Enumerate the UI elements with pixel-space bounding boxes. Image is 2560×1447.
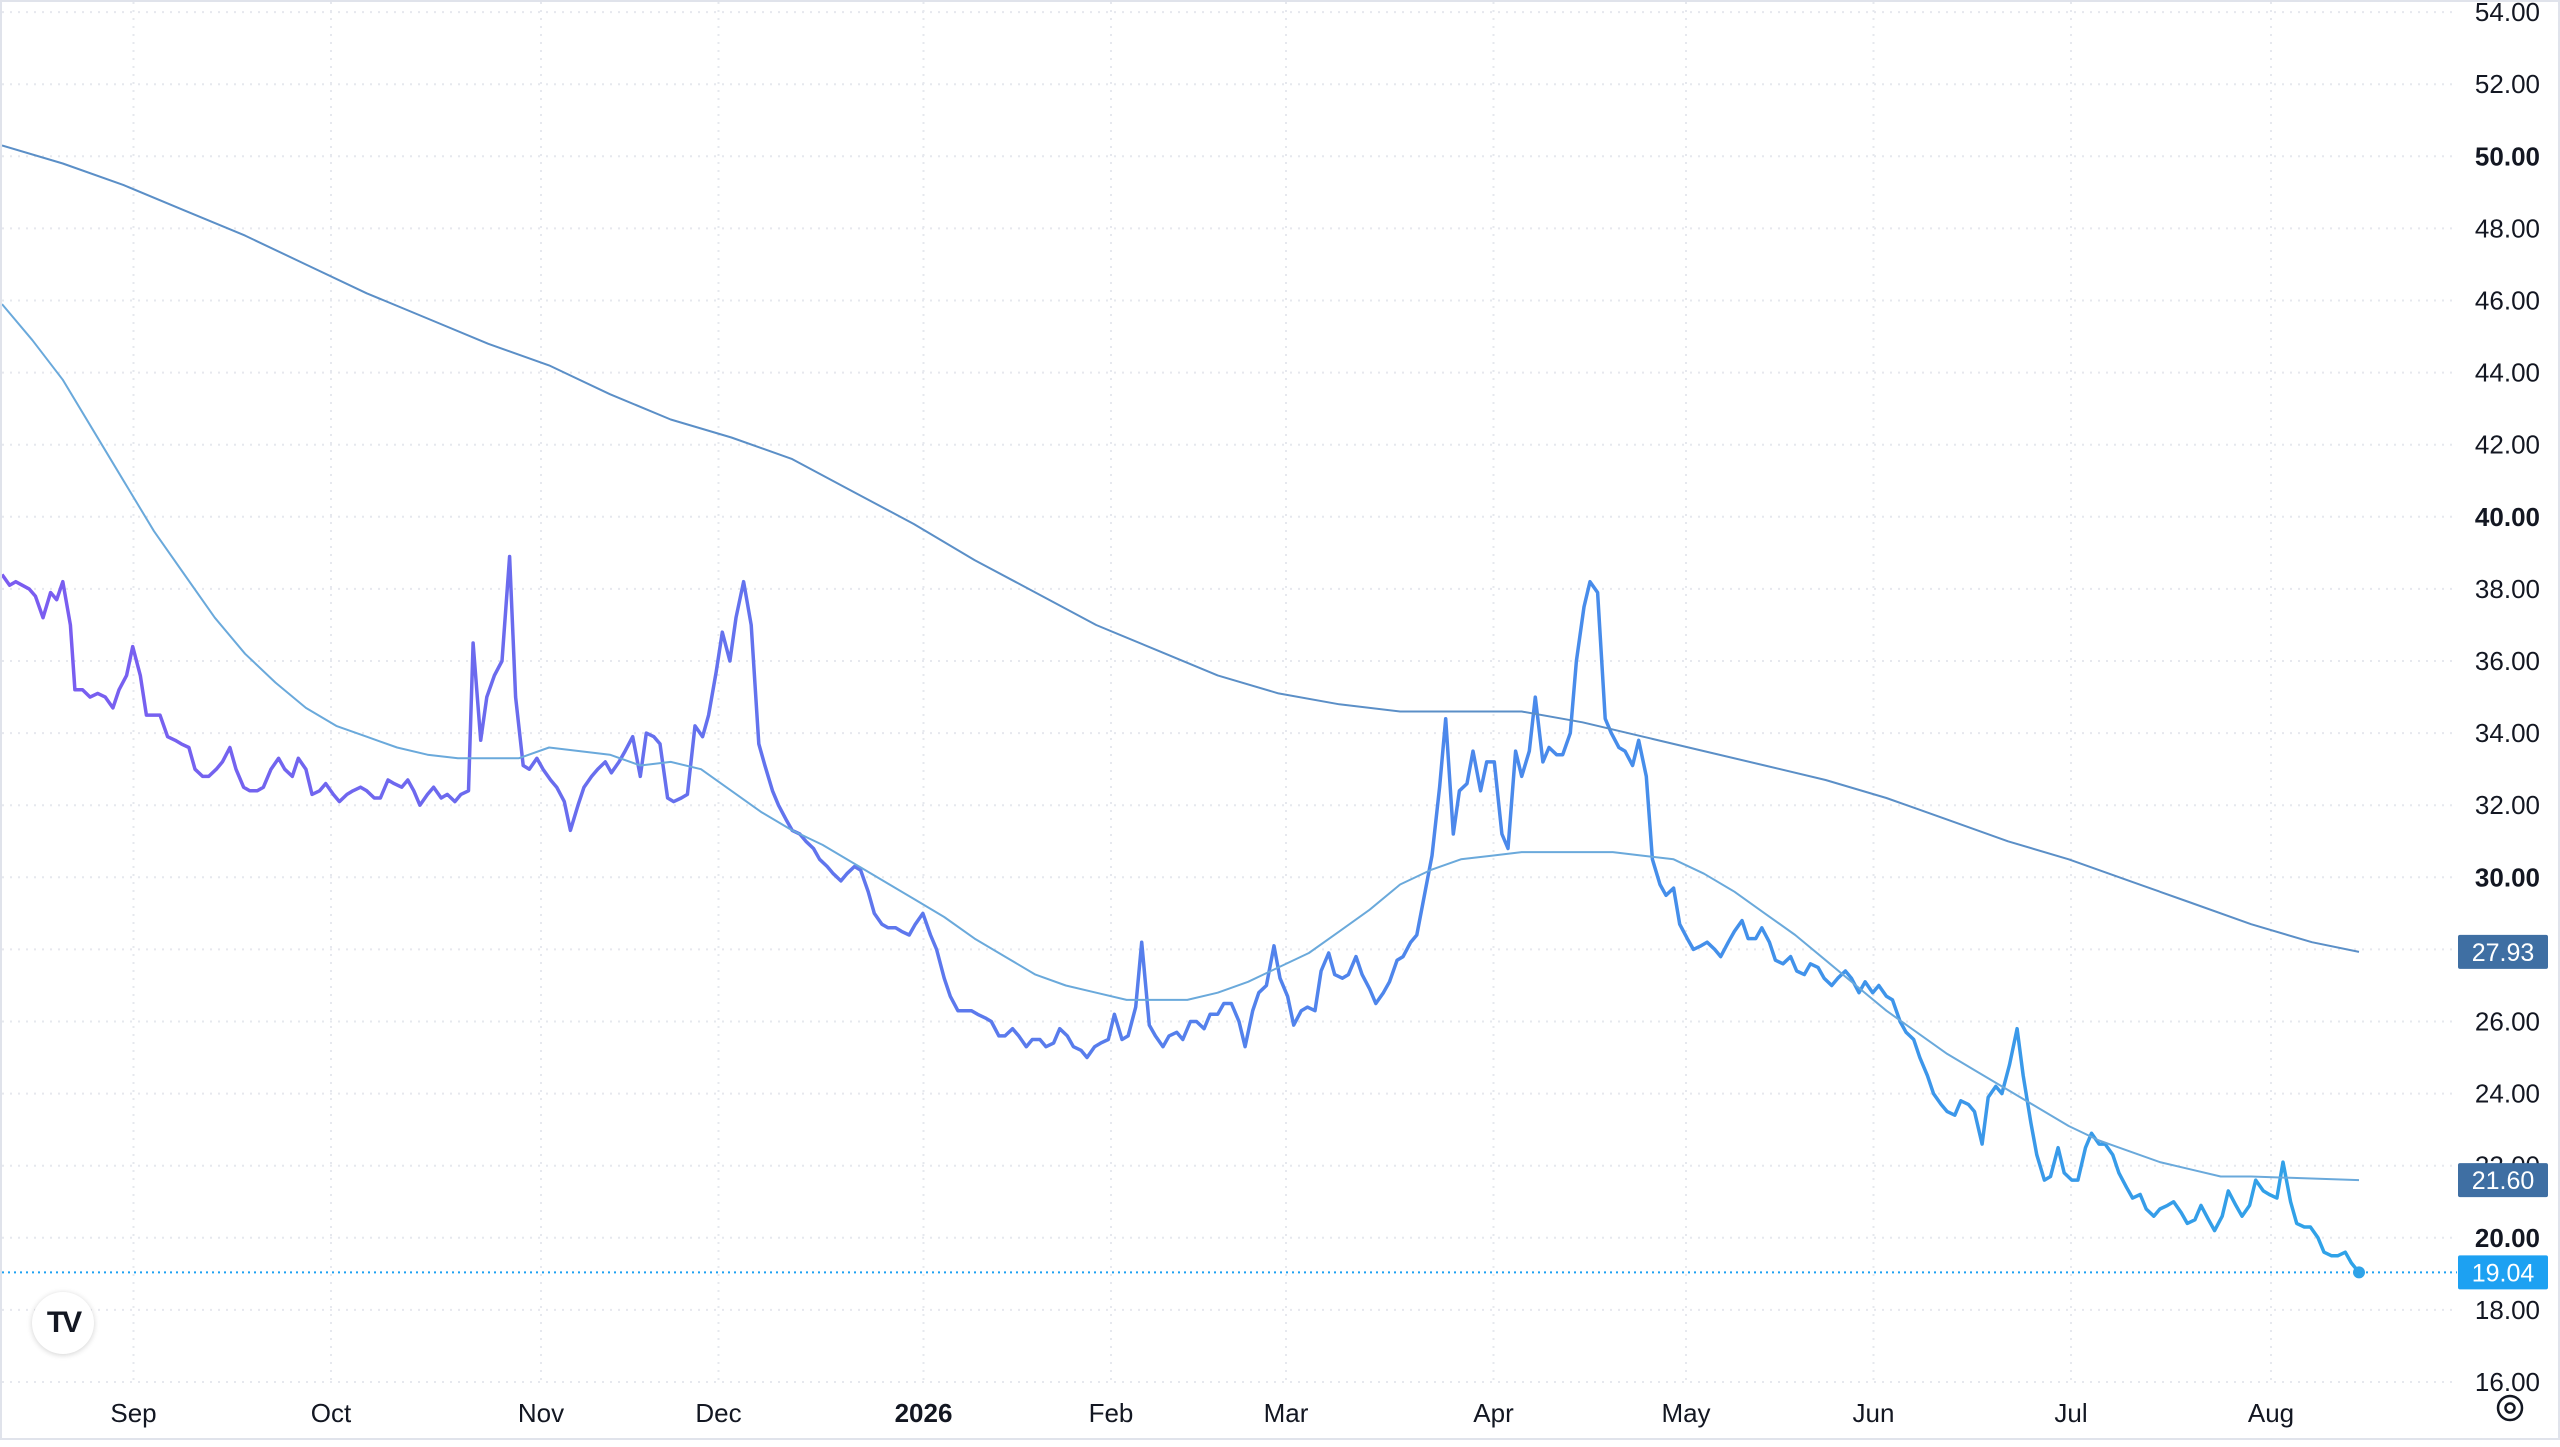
- y-tick-label: 32.00: [2475, 790, 2540, 820]
- price-marker-badge: [2458, 1255, 2548, 1290]
- price-marker-badge: [2458, 1163, 2548, 1198]
- x-tick-label: Oct: [311, 1398, 352, 1428]
- x-tick-label: Jun: [1853, 1398, 1895, 1428]
- y-tick-label: 46.00: [2475, 286, 2540, 316]
- x-tick-label: Sep: [110, 1398, 156, 1428]
- y-tick-label: 42.00: [2475, 430, 2540, 460]
- price-marker-badge: [2458, 934, 2548, 969]
- y-tick-label: 52.00: [2475, 69, 2540, 99]
- x-tick-label: Nov: [518, 1398, 564, 1428]
- price-marker-label: 27.93: [2472, 939, 2535, 967]
- series-line-price: [0, 554, 2361, 1274]
- y-tick-label: 34.00: [2475, 718, 2540, 748]
- y-tick-label: 20.00: [2475, 1223, 2540, 1253]
- x-tick-label: 2026: [895, 1398, 953, 1428]
- grid-lines: [2, 2, 2454, 1383]
- y-tick-label: 44.00: [2475, 358, 2540, 388]
- y-tick-label: 36.00: [2475, 646, 2540, 676]
- price-markers: 27.93 21.60 19.04: [2458, 934, 2548, 1290]
- y-tick-label: 54.00: [2475, 2, 2540, 27]
- y-tick-label: 30.00: [2475, 862, 2540, 892]
- x-axis[interactable]: Sep Oct Nov Dec 2026 Feb Mar Apr May Jun Jul Aug: [110, 1398, 2294, 1428]
- tradingview-logo-icon[interactable]: TV: [32, 1292, 94, 1354]
- series-line-ma_long: [1, 144, 2360, 953]
- x-tick-label: Feb: [1089, 1398, 1134, 1428]
- series-line-ma_short: [1, 303, 2360, 1182]
- y-tick-label: 38.00: [2475, 574, 2540, 604]
- x-tick-label: Jul: [2054, 1398, 2087, 1428]
- y-tick-label: 50.00: [2475, 141, 2540, 171]
- x-tick-label: Apr: [1473, 1398, 1514, 1428]
- last-price-dot: [2353, 1266, 2365, 1279]
- x-tick-label: May: [1661, 1398, 1710, 1428]
- y-tick-label: 18.00: [2475, 1295, 2540, 1325]
- price-marker-label: 19.04: [2472, 1259, 2535, 1287]
- y-tick-label: 26.00: [2475, 1007, 2540, 1037]
- x-tick-label: Mar: [1264, 1398, 1309, 1428]
- y-tick-label: 24.00: [2475, 1079, 2540, 1109]
- settings-icon[interactable]: [2492, 1390, 2528, 1426]
- y-tick-label: 16.00: [2475, 1367, 2540, 1397]
- x-tick-label: Aug: [2248, 1398, 2294, 1428]
- y-tick-label: 48.00: [2475, 213, 2540, 243]
- price-marker-label: 21.60: [2472, 1167, 2535, 1195]
- x-tick-label: Dec: [695, 1398, 741, 1428]
- series-layer: [0, 144, 2457, 1279]
- y-tick-label: 40.00: [2475, 502, 2540, 532]
